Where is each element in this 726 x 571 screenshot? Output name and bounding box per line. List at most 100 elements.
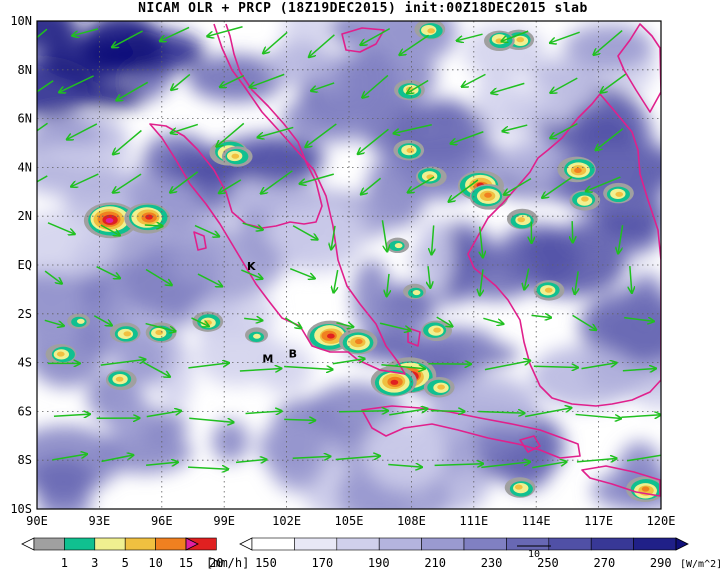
wind-arrow: [576, 458, 617, 461]
lon-label: 105E: [335, 514, 364, 528]
wind-arrow: [399, 34, 430, 55]
wind-arrow: [245, 411, 282, 413]
wind-arrow: [331, 225, 335, 250]
wind-arrow: [550, 31, 580, 43]
olr-colorbar-swatch: [463, 537, 507, 551]
wind-arrow: [362, 74, 389, 97]
precip-cell: [544, 287, 553, 293]
wind-arrow: [501, 30, 529, 41]
longitude-axis-labels: 90E 93E 96E 99E 102E 105E 108E 111E 114E 117E 120E: [26, 514, 675, 528]
coast-sulawesi: [617, 23, 661, 113]
olr-blob: [37, 21, 79, 51]
wind-arrow: [53, 414, 90, 416]
wind-arrow: [428, 266, 430, 288]
wind-arrow: [93, 315, 112, 326]
olr-tick: 270: [594, 556, 616, 570]
olr-blob: [530, 58, 598, 92]
precip-cell: [327, 333, 335, 339]
wind-arrow: [600, 73, 627, 93]
wind-arrow: [191, 317, 209, 327]
wind-arrow: [100, 359, 146, 366]
wind-arrow: [145, 322, 176, 332]
precip-cell: [574, 167, 582, 174]
wind-arrow: [393, 123, 432, 134]
wind-arrow: [145, 268, 172, 286]
precip-colorbar-swatch: [94, 537, 126, 551]
wind-arrow: [621, 415, 661, 417]
wind-arrow: [292, 225, 318, 240]
wind-arrow: [586, 176, 621, 191]
lon-label: 111E: [459, 514, 488, 528]
wind-arrow: [284, 419, 315, 420]
wind-arrow: [144, 225, 163, 226]
wind-arrow: [484, 361, 531, 371]
precip-colorbar-under: [21, 537, 35, 551]
precip-cell: [433, 327, 441, 333]
precip-cell: [123, 331, 132, 337]
coast-lesser-sunda: [581, 465, 661, 497]
wind-arrow: [502, 124, 528, 131]
olr-colorbar-swatch: [633, 537, 677, 551]
wind-arrow: [241, 269, 262, 279]
wind-arrow: [187, 467, 228, 469]
precip-cell: [615, 191, 624, 197]
wind-arrow: [575, 271, 578, 294]
wind-arrow: [481, 462, 530, 469]
wind-arrow: [542, 176, 573, 198]
wind-arrow: [389, 409, 427, 416]
olr-blob: [211, 420, 249, 463]
wind-arrow: [626, 454, 661, 462]
place-marker: B: [289, 348, 297, 361]
wind-arrow: [448, 179, 479, 202]
olr-tick: 170: [312, 556, 334, 570]
olr-colorbar-swatch: [294, 537, 338, 551]
wind-arrow: [491, 82, 525, 93]
wind-arrow: [630, 266, 632, 293]
wind-arrow: [431, 225, 433, 254]
wind-arrow: [189, 417, 234, 422]
lon-label: 120E: [647, 514, 676, 528]
wind-arrow: [284, 317, 301, 328]
wind-arrow: [37, 80, 54, 93]
wind-arrow: [257, 126, 294, 137]
olr-blob: [37, 144, 138, 169]
olr-colorbar-swatch: [336, 537, 380, 551]
olr-blob: [80, 21, 163, 78]
map-frame: [36, 20, 662, 510]
wind-arrow: [263, 31, 288, 53]
wind-arrow: [239, 368, 282, 371]
olr-blob: [530, 345, 638, 408]
wind-arrow: [360, 28, 391, 45]
lat-lon-grid: [37, 21, 661, 509]
olr-tick: 290: [650, 556, 672, 570]
wind-arrow: [249, 73, 285, 87]
wind-arrow: [261, 170, 293, 194]
olr-colorbar-swatch: [421, 537, 465, 551]
precip-cell: [105, 217, 114, 224]
olr-colorbar: 150 170 190 210 230 250 270 290: [239, 537, 689, 570]
olr-colorbar-swatch: [548, 537, 592, 551]
wind-arrow: [387, 273, 389, 297]
precip-tick: 20: [209, 556, 223, 570]
wind-arrow: [478, 412, 524, 414]
precip-cell: [394, 243, 403, 249]
wind-arrow: [333, 269, 339, 293]
wind-arrow: [618, 225, 624, 254]
wind-arrow: [309, 34, 335, 57]
lon-label: 108E: [397, 514, 426, 528]
lat-label: 4S: [18, 356, 32, 370]
precip-cell: [581, 196, 589, 202]
place-marker: K: [247, 260, 256, 273]
precip-cell: [155, 329, 164, 336]
wind-arrow: [96, 266, 121, 279]
precip-colorbar-over: [185, 537, 199, 551]
lat-label: EQ: [18, 258, 32, 272]
olr-tick: 210: [424, 556, 446, 570]
wind-arrow: [235, 459, 267, 462]
coast-java: [361, 405, 581, 459]
wind-arrow: [72, 28, 99, 36]
lon-label: 90E: [26, 514, 48, 528]
precip-cell: [412, 289, 421, 296]
lon-label: 102E: [272, 514, 301, 528]
